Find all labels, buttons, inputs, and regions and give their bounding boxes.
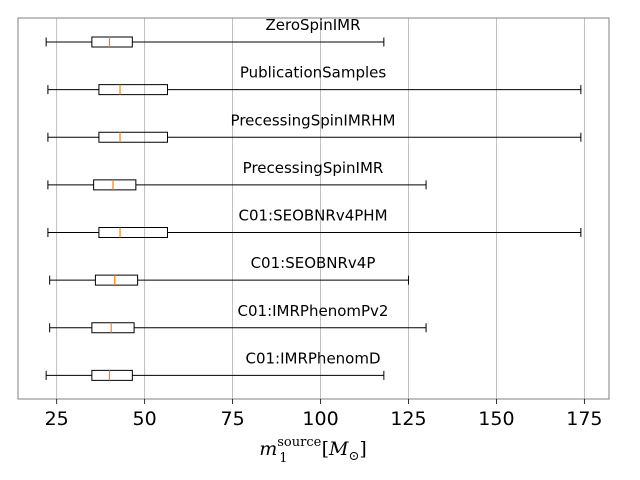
box-label: ZeroSpinIMR xyxy=(265,16,360,34)
x-axis-label-unit-sub: ⊙ xyxy=(348,449,359,464)
box-label: C01:SEOBNRv4P xyxy=(251,254,376,272)
x-tick-label-50: 50 xyxy=(133,408,157,430)
box-iqr xyxy=(98,131,169,143)
box-iqr xyxy=(94,274,139,286)
x-tick-label-150: 150 xyxy=(478,408,514,430)
plot-frame xyxy=(17,17,610,400)
box-iqr xyxy=(98,84,169,96)
x-axis-label-open: [ xyxy=(322,438,329,460)
x-tick-label-100: 100 xyxy=(302,408,338,430)
x-axis-label-close: ] xyxy=(359,438,366,460)
boxes: ZeroSpinIMR PublicationSamples PrecessingS… xyxy=(45,16,582,381)
box-2: PublicationSamples xyxy=(47,64,582,96)
box-6: C01:SEOBNRv4P xyxy=(49,254,409,286)
box-label: PrecessingSpinIMRHM xyxy=(231,111,396,129)
box-7: C01:IMRPhenomPv2 xyxy=(49,302,427,334)
x-axis-label: msource 1 [M⊙] xyxy=(259,435,367,466)
box-1: ZeroSpinIMR xyxy=(45,16,385,48)
x-tick-label-175: 175 xyxy=(566,408,602,430)
box-label: PublicationSamples xyxy=(240,64,387,82)
box-iqr xyxy=(91,369,133,381)
x-axis-label-sup: source xyxy=(277,435,321,450)
x-axis-label-unit: M xyxy=(328,438,349,460)
box-label: C01:IMRPhenomPv2 xyxy=(238,302,389,320)
x-tick-label-125: 125 xyxy=(390,408,426,430)
x-tick-label-25: 25 xyxy=(45,408,69,430)
box-label: C01:IMRPhenomD xyxy=(245,349,380,367)
box-iqr xyxy=(91,36,133,48)
x-axis-ticks: 25 50 75 100 125 150 175 xyxy=(45,399,603,430)
box-label: C01:SEOBNRv4PHM xyxy=(238,207,387,225)
box-iqr xyxy=(93,179,137,191)
x-axis-label-base: m xyxy=(259,438,277,460)
box-iqr xyxy=(98,227,169,238)
box-5: C01:SEOBNRv4PHM xyxy=(47,207,582,238)
box-3: PrecessingSpinIMRHM xyxy=(47,111,582,143)
box-4: PrecessingSpinIMR xyxy=(47,159,427,191)
x-axis-label-sub: 1 xyxy=(279,451,287,466)
grid-lines xyxy=(56,18,585,399)
box-8: C01:IMRPhenomD xyxy=(45,349,385,381)
box-iqr xyxy=(91,322,135,334)
x-tick-label-75: 75 xyxy=(220,408,244,430)
box-label: PrecessingSpinIMR xyxy=(243,159,384,177)
